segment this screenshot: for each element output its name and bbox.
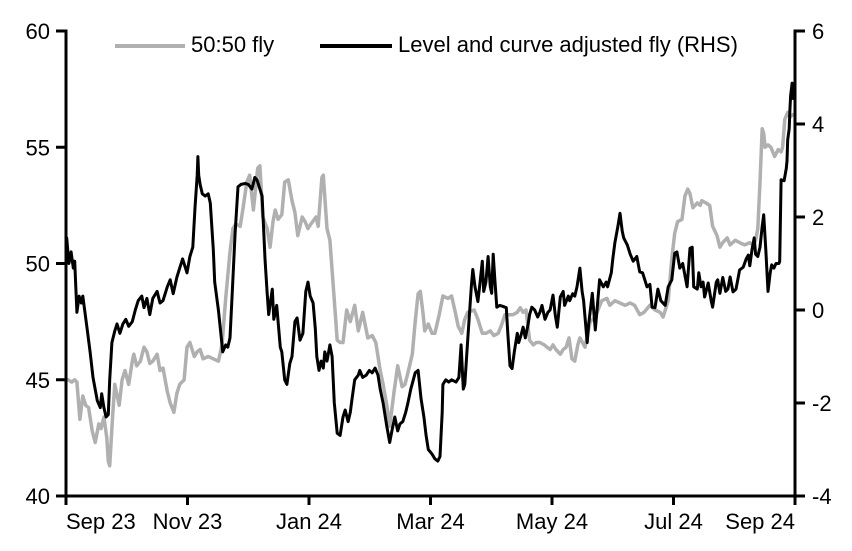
left-axis-tick-label: 55	[26, 135, 50, 160]
x-axis-tick-label: Mar 24	[396, 509, 464, 534]
right-axis-tick-label: 6	[812, 19, 824, 44]
series-line-black	[64, 81, 795, 463]
legend-label-level-curve-adjusted-fly: Level and curve adjusted fly (RHS)	[398, 32, 738, 57]
right-axis-tick-label: 0	[812, 298, 824, 323]
series-line-gray	[66, 110, 795, 468]
legend-label-5050-fly: 50:50 fly	[191, 32, 275, 57]
right-axis-tick-label: -4	[812, 484, 832, 509]
x-axis-tick-label: Jul 24	[644, 509, 703, 534]
left-axis-tick-label: 50	[26, 252, 50, 277]
x-axis-tick-label: May 24	[516, 509, 588, 534]
left-axis-tick-label: 60	[26, 19, 50, 44]
right-axis-tick-label: 2	[812, 205, 824, 230]
right-axis-tick-label: 4	[812, 112, 824, 137]
left-axis-tick-label: 40	[26, 484, 50, 509]
left-axis-tick-label: 45	[26, 368, 50, 393]
legend-swatch-black-line	[320, 44, 392, 48]
x-axis-tick-label: Nov 23	[153, 509, 223, 534]
x-axis-tick-label: Jan 24	[276, 509, 342, 534]
right-axis-tick-label: -2	[812, 391, 832, 416]
x-axis-tick-label: Sep 23	[66, 509, 136, 534]
x-axis-tick-label: Sep 24	[725, 509, 795, 534]
legend-swatch-gray-line	[115, 44, 185, 48]
